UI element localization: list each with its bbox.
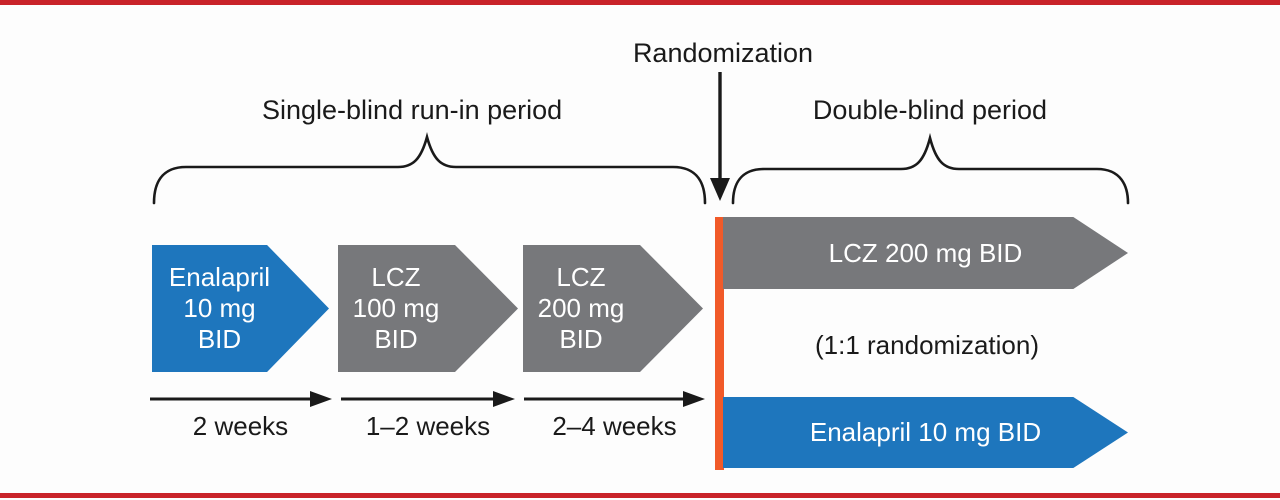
stage-line: LCZ [371,262,421,292]
timeline-arrow-2 [341,391,515,407]
double-blind-period-label: Double-blind period [812,95,1048,125]
stage-line: 200 mg [537,293,625,323]
randomization-ratio-note: (1:1 randomization) [815,330,1039,360]
stage-line: Enalapril [168,262,271,292]
randomization-label: Randomization [632,38,814,68]
run-in-period-label: Single-blind run-in period [262,95,563,125]
top-border-rule [0,0,1280,5]
arm-label: Enalapril 10 mg BID [809,417,1042,447]
stage-line: 100 mg [352,293,440,323]
duration-label: 2 weeks [192,411,289,441]
arm-arrow-enalapril: Enalapril 10 mg BID [723,397,1128,468]
bottom-border-rule [0,493,1280,498]
run-in-brace [152,132,707,205]
arm-arrow-lcz: LCZ 200 mg BID [723,217,1128,289]
stage-line: 10 mg [183,293,256,323]
double-blind-brace [731,132,1130,205]
stage-line: LCZ [556,262,606,292]
randomization-divider-bar [715,217,724,470]
arm-label: LCZ 200 mg BID [828,237,1023,268]
timeline-arrow-3 [524,391,705,407]
stage-line: BID [197,324,242,354]
duration-label: 2–4 weeks [552,411,677,441]
timeline-arrow-1 [150,391,332,407]
duration-label: 1–2 weeks [365,411,491,441]
randomization-arrow [710,72,730,201]
stage-line: BID [559,324,603,354]
stage-line: BID [374,324,418,354]
